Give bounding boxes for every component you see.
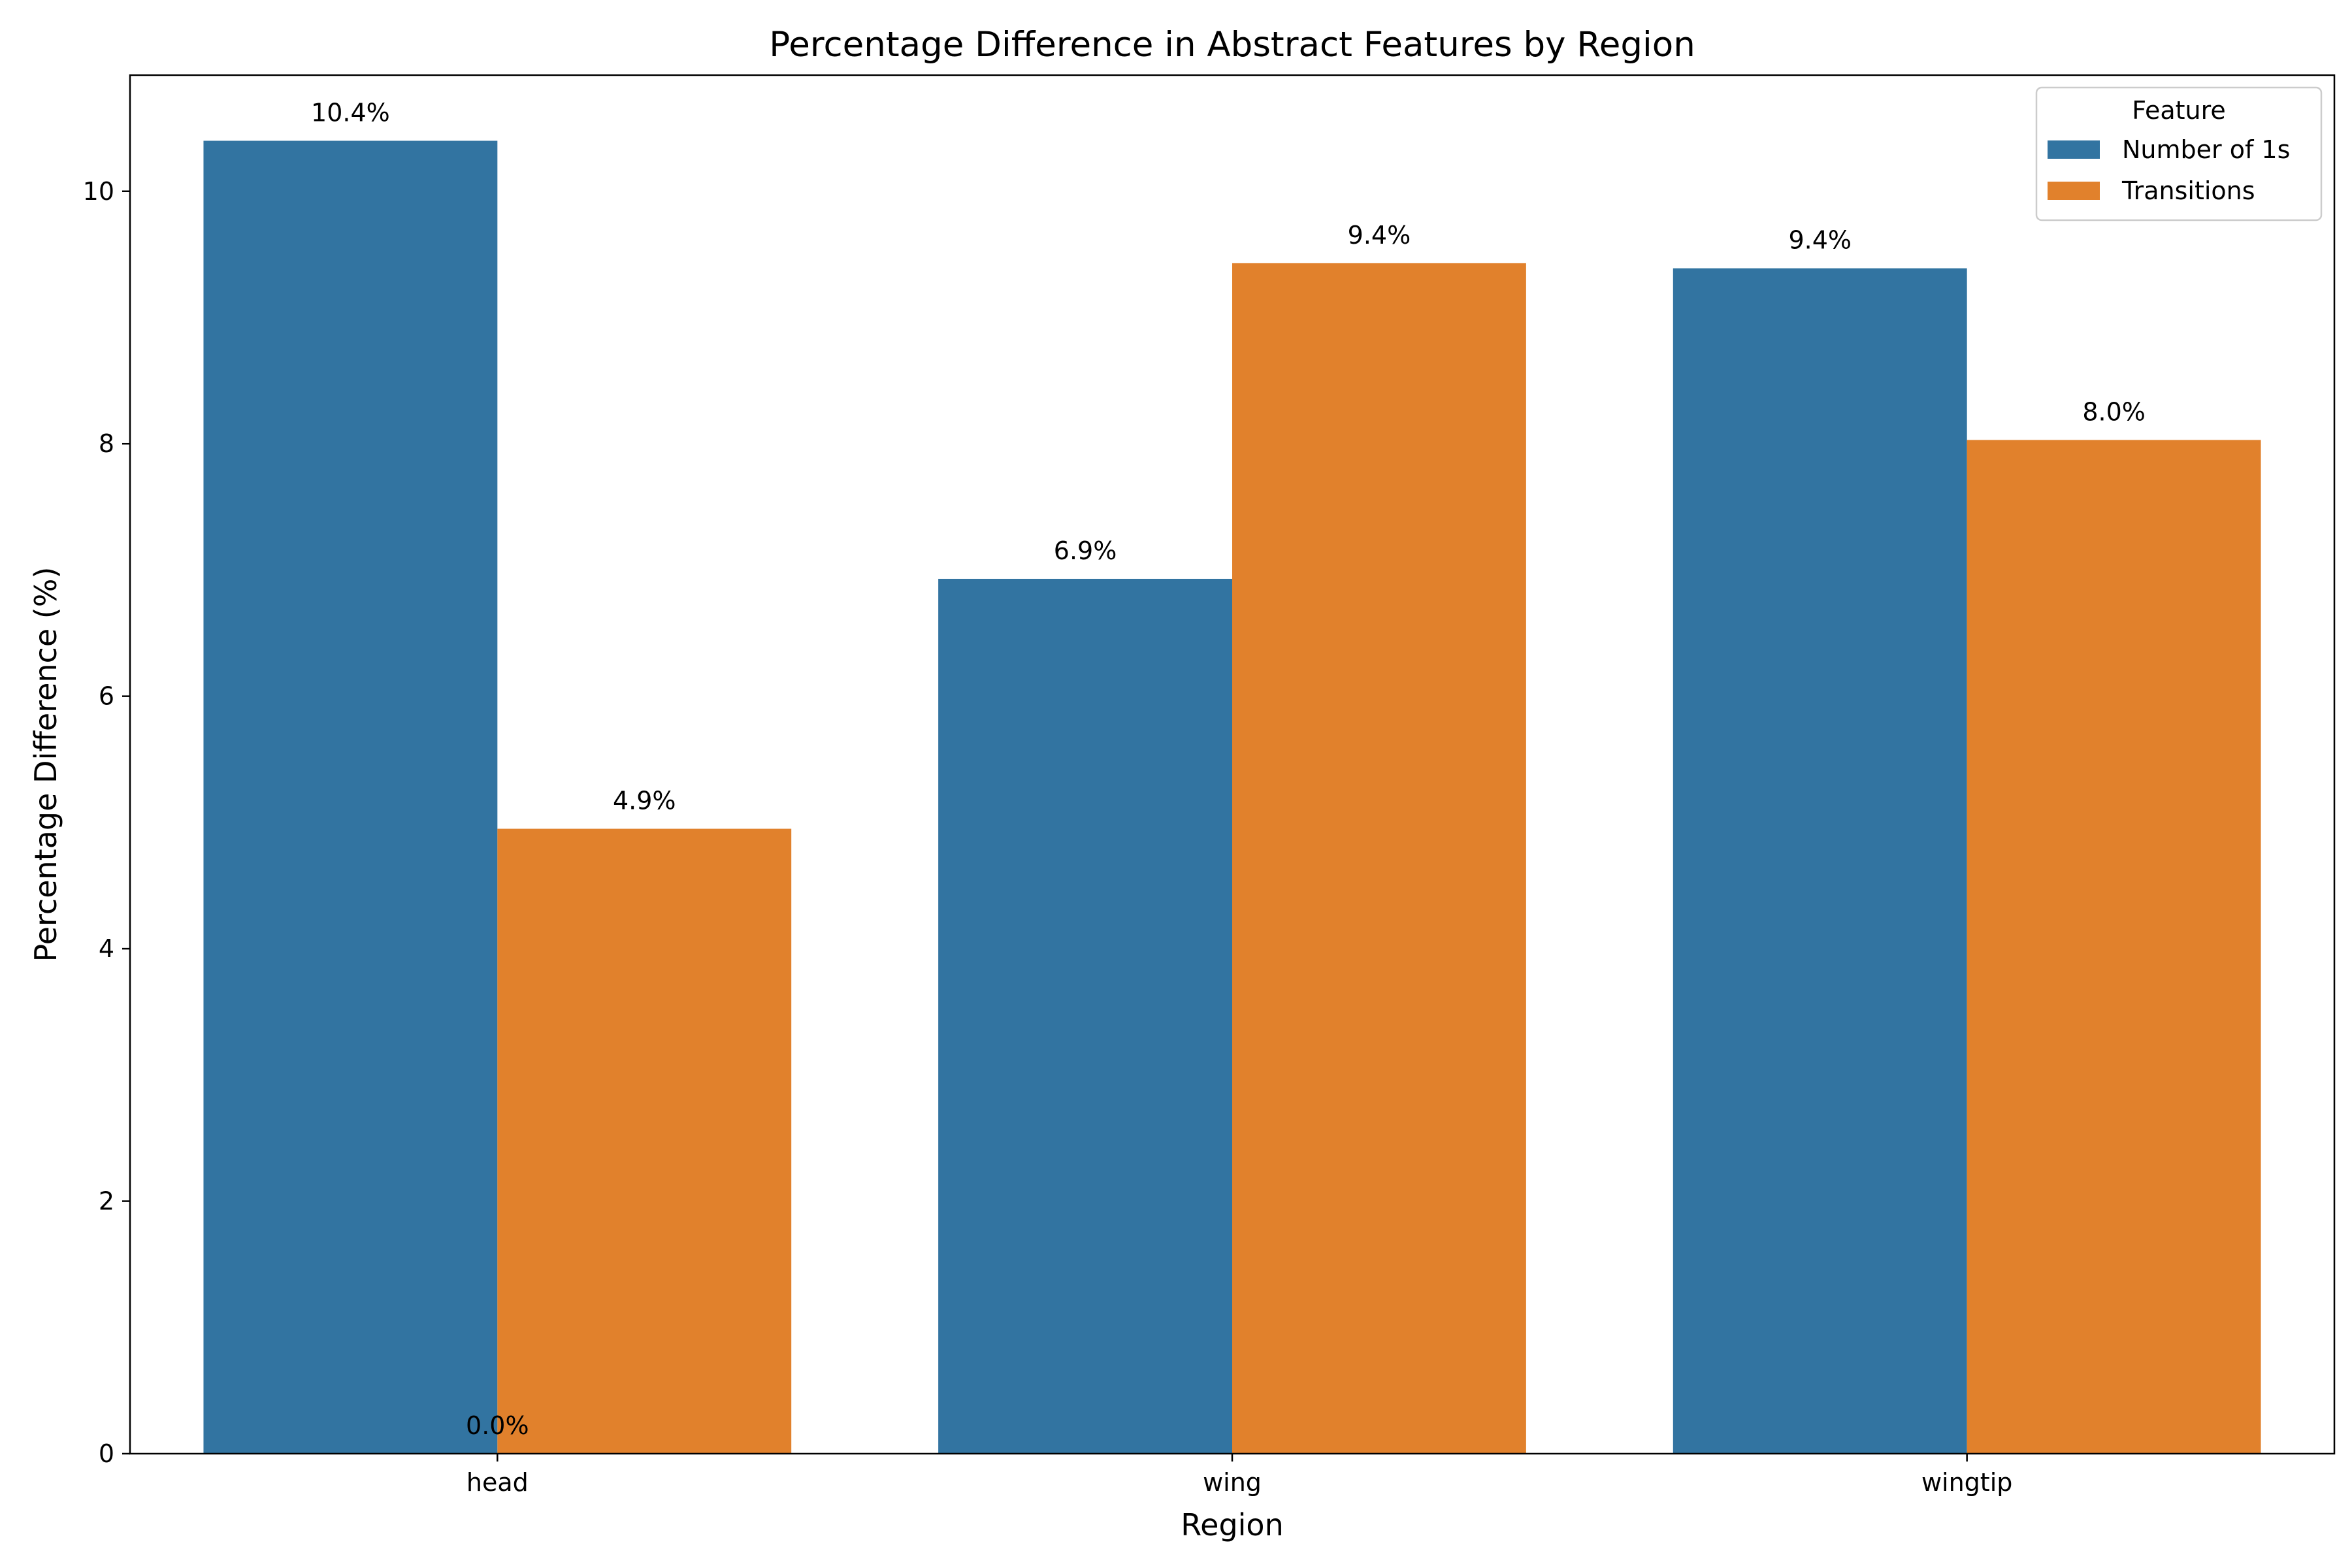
legend-title: Feature	[2132, 96, 2226, 125]
plot-area: 10.4% 6.9% 9.4% 4.9% 9.4% 8.0% 0.0% head wing win…	[83, 98, 2261, 1497]
bar-wingtip-0	[1673, 268, 1967, 1454]
data-label-head-1: 4.9%	[613, 787, 676, 815]
bar-wingtip-1	[1967, 440, 2261, 1454]
y-tick-label-10: 10	[83, 177, 114, 206]
x-axis-label: Region	[1181, 1507, 1283, 1543]
bar-wing-0	[938, 578, 1232, 1454]
y-tick-label-8: 8	[99, 429, 114, 458]
data-label-wingtip-0: 9.4%	[1788, 226, 1852, 255]
chart-title: Percentage Difference in Abstract Featur…	[769, 25, 1695, 65]
x-tick-label-wingtip: wingtip	[1921, 1468, 2012, 1497]
legend-swatch-0	[2048, 140, 2100, 159]
bar-wing-1	[1232, 263, 1526, 1454]
bar-head-1	[497, 828, 792, 1454]
x-tick-label-head: head	[466, 1468, 529, 1497]
legend-box	[2035, 86, 2323, 221]
y-axis-label: Percentage Difference (%)	[28, 567, 63, 962]
x-tick-label-wing: wing	[1203, 1468, 1262, 1497]
annotation-0: 0.0%	[466, 1411, 529, 1440]
legend-label-1: Transitions	[2121, 176, 2255, 205]
data-label-head-0: 10.4%	[311, 98, 390, 127]
data-label-wingtip-1: 8.0%	[2082, 397, 2146, 426]
y-tick-label-4: 4	[99, 934, 114, 963]
y-tick-label-6: 6	[99, 682, 114, 711]
data-label-wing-1: 9.4%	[1348, 221, 1411, 250]
y-tick-label-0: 0	[99, 1439, 114, 1468]
data-label-wing-0: 6.9%	[1054, 536, 1117, 565]
y-tick-label-2: 2	[99, 1187, 114, 1216]
legend-swatch-1	[2048, 182, 2100, 200]
legend: Feature Number of 1s Transitions	[2035, 86, 2323, 221]
plot-frame	[129, 74, 2336, 1455]
legend-label-0: Number of 1s	[2122, 135, 2290, 164]
bar-head-0	[203, 140, 498, 1454]
